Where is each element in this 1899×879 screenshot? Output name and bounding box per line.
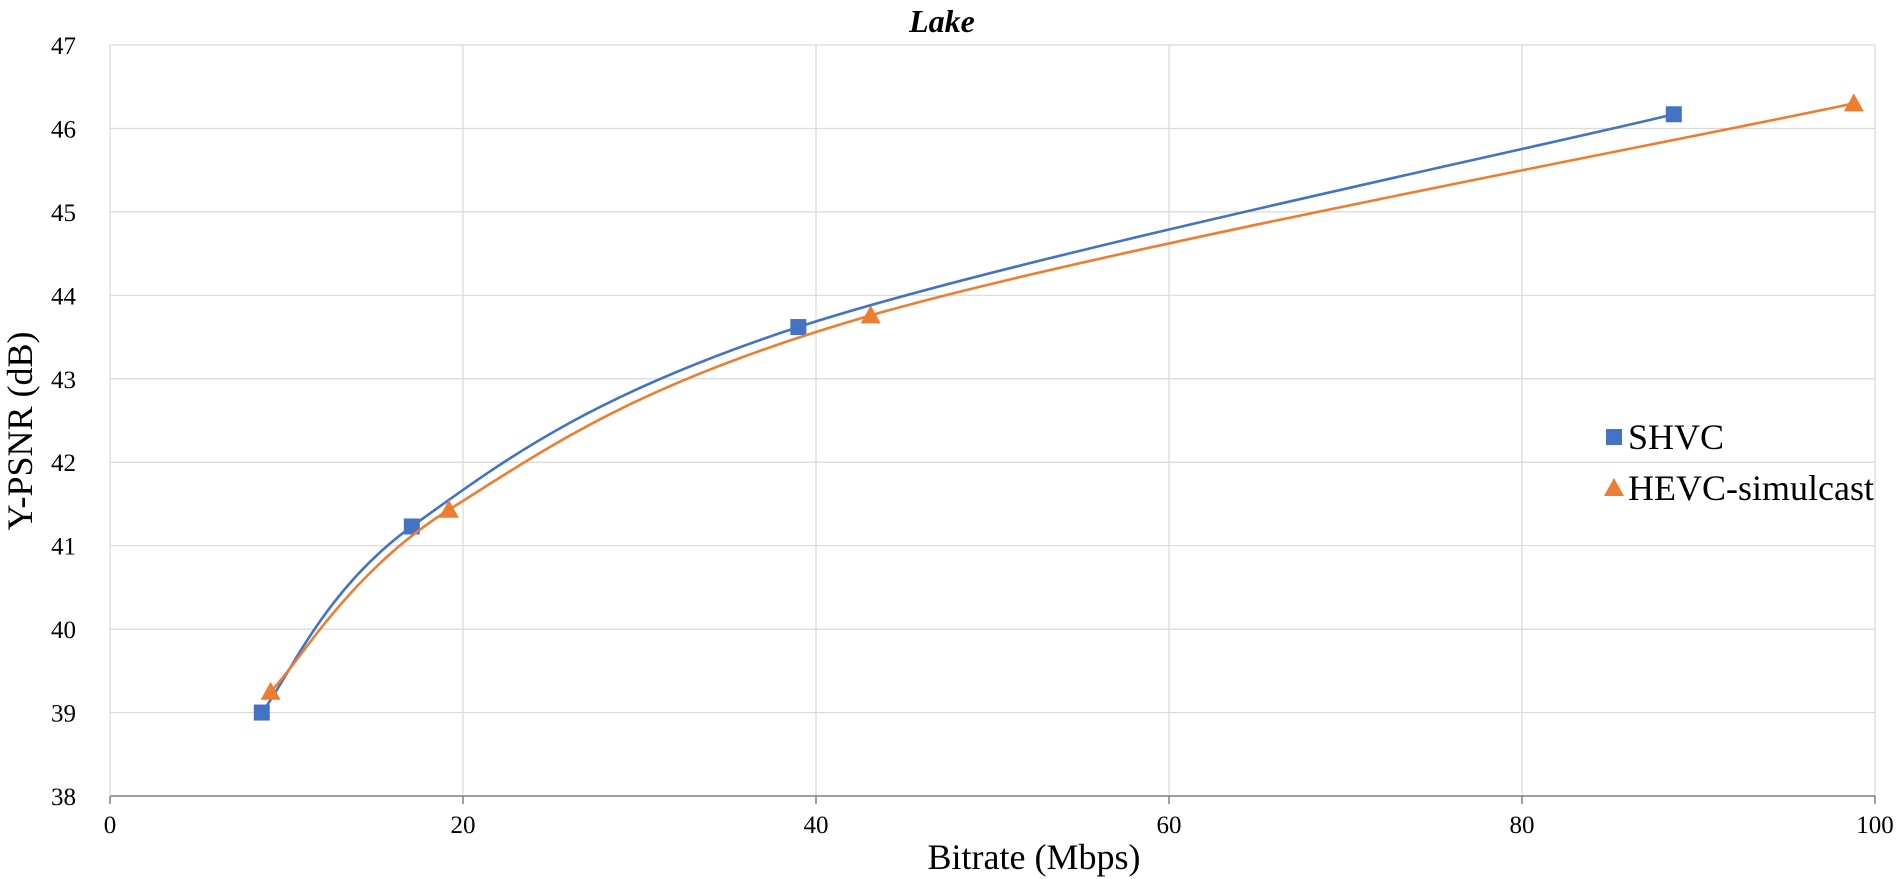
grid [110, 44, 1876, 796]
data-point [403, 518, 420, 535]
y-tick-label: 44 [51, 283, 77, 310]
series-hevc-simulcast [260, 93, 1864, 700]
y-tick-label: 46 [51, 116, 76, 143]
data-point [438, 499, 459, 518]
y-tick-label: 40 [51, 617, 76, 644]
x-axis-title: Bitrate (Mbps) [928, 837, 1141, 877]
series-group [253, 93, 1864, 721]
x-tick-label: 0 [104, 812, 117, 839]
legend-item: HEVC-simulcast [1604, 468, 1874, 508]
x-tick-label: 60 [1157, 812, 1182, 839]
chart-title: Lake [908, 3, 975, 39]
x-tick-label: 40 [804, 812, 829, 839]
series-line [269, 102, 1855, 693]
legend: SHVC HEVC-simulcast [1604, 417, 1874, 508]
tick-labels: 0 20 40 60 80 100 38 39 40 41 42 43 44 45 46 47 [51, 33, 1894, 839]
data-point [260, 681, 281, 700]
y-tick-label: 45 [51, 200, 76, 227]
y-tick-label: 47 [51, 33, 76, 60]
y-tick-label: 43 [51, 367, 76, 394]
y-tick-label: 39 [51, 701, 76, 728]
series-line [260, 112, 1675, 714]
x-tick-label: 80 [1510, 812, 1535, 839]
legend-label: SHVC [1628, 417, 1724, 457]
data-point [1665, 106, 1682, 123]
x-tick-label: 20 [451, 812, 476, 839]
data-point [253, 704, 270, 721]
y-tick-label: 41 [51, 534, 76, 561]
series-shvc [253, 106, 1682, 721]
legend-label: HEVC-simulcast [1628, 468, 1874, 508]
legend-marker [1604, 478, 1624, 496]
data-point [860, 305, 881, 324]
data-point [790, 319, 807, 336]
y-tick-label: 38 [51, 784, 76, 811]
axes [109, 45, 1876, 804]
legend-item: SHVC [1606, 417, 1724, 457]
legend-marker [1606, 429, 1622, 445]
y-tick-label: 42 [51, 450, 76, 477]
data-point [1843, 93, 1864, 112]
y-axis-title: Y-PSNR (dB) [0, 331, 40, 530]
x-tick-label: 100 [1856, 812, 1894, 839]
